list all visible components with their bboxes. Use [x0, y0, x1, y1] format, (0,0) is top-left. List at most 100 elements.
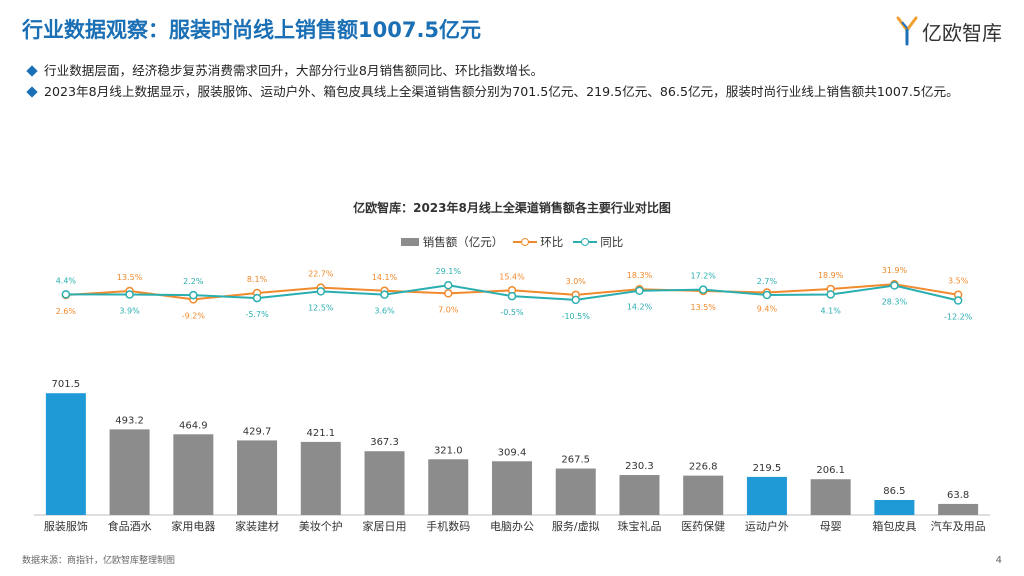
- mom-data-label: 13.5%: [117, 273, 143, 282]
- yoy-data-label: 14.2%: [627, 303, 653, 312]
- yoy-point: [380, 290, 389, 299]
- yoy-point: [507, 291, 517, 301]
- bar: [173, 434, 214, 515]
- bar: [45, 393, 86, 515]
- bar-value-label: 429.7: [243, 426, 272, 437]
- bar-value-label: 464.9: [179, 420, 208, 431]
- bar: [428, 459, 469, 515]
- mom-data-label: 31.9%: [882, 266, 908, 275]
- yoy-data-label: 3.9%: [119, 307, 140, 316]
- x-tick-label: 手机数码: [426, 519, 470, 533]
- mom-data-label: 18.9%: [818, 271, 844, 280]
- mom-data-label: 2.6%: [56, 307, 77, 316]
- bar: [555, 468, 596, 515]
- logo-icon: [896, 16, 918, 46]
- x-tick-label: 箱包皮具: [872, 519, 916, 533]
- page-number: 4: [995, 555, 1002, 566]
- x-tick-label: 家居日用: [363, 519, 407, 533]
- mom-data-label: 15.4%: [499, 272, 525, 281]
- yoy-data-label: -5.7%: [245, 310, 269, 319]
- x-tick-label: 汽车及用品: [931, 519, 986, 533]
- mom-data-label: 8.1%: [247, 275, 268, 284]
- mom-data-label: 7.0%: [438, 305, 459, 314]
- mom-data-label: -9.2%: [182, 311, 206, 320]
- yoy-point: [635, 286, 644, 295]
- bar: [938, 503, 979, 515]
- bar: [619, 475, 660, 515]
- bar: [746, 476, 787, 515]
- page-title: 行业数据观察：服装时尚线上销售额1007.5亿元: [22, 18, 482, 42]
- mom-data-label: 13.5%: [690, 303, 716, 312]
- x-tick-label: 家用电器: [171, 519, 215, 533]
- bar: [492, 461, 532, 515]
- yoy-point: [189, 290, 198, 300]
- x-tick-label: 医药保健: [681, 519, 725, 533]
- bar: [109, 429, 150, 515]
- legend-item-mom: 环比: [513, 234, 563, 250]
- bar-value-label: 421.1: [306, 428, 335, 439]
- bullet-list: 行业数据层面，经济稳步复苏消费需求回升，大部分行业8月销售额同比、环比指数增长。…: [26, 62, 1003, 104]
- bar: [364, 451, 405, 515]
- yoy-data-label: 12.5%: [308, 303, 334, 312]
- bar: [810, 479, 851, 515]
- x-tick-label: 家装建材: [235, 519, 279, 533]
- legend-label: 环比: [540, 235, 564, 249]
- bar-value-label: 493.2: [115, 415, 144, 426]
- yoy-data-label: 2.7%: [757, 277, 778, 286]
- x-tick-label: 服装服饰: [44, 519, 88, 533]
- bar-value-label: 267.5: [561, 455, 590, 466]
- bar-value-label: 226.8: [689, 462, 718, 473]
- mom-data-label: 22.7%: [308, 270, 334, 279]
- yoy-point: [762, 290, 772, 300]
- bar-value-label: 309.4: [498, 447, 527, 458]
- mom-data-label: 18.3%: [627, 271, 653, 280]
- x-tick-label: 母婴: [820, 520, 842, 533]
- logo: 亿欧智库: [896, 16, 1002, 46]
- yoy-point: [953, 296, 963, 305]
- x-tick-label: 电脑办公: [490, 520, 534, 533]
- yoy-data-label: -12.2%: [944, 313, 973, 322]
- yoy-data-label: 28.3%: [882, 298, 908, 307]
- x-tick-label: 食品酒水: [108, 519, 152, 533]
- yoy-data-label: 29.1%: [436, 267, 462, 276]
- mom-data-label: 3.5%: [948, 277, 969, 286]
- yoy-point: [125, 290, 134, 299]
- yoy-point: [444, 280, 453, 290]
- bullet-item: 2023年8月线上数据显示，服装服饰、运动户外、箱包皮具线上全渠道销售额分别为7…: [26, 83, 1003, 101]
- chart-legend: 销售额（亿元） 环比 同比: [0, 234, 1024, 250]
- bar-value-label: 230.3: [625, 461, 654, 472]
- bar-value-label: 321.0: [434, 445, 463, 456]
- yoy-point: [890, 281, 899, 290]
- yoy-point: [698, 285, 708, 294]
- yoy-data-label: 3.6%: [374, 307, 395, 316]
- data-source: 数据来源：商指针，亿欧智库整理制图: [22, 556, 176, 566]
- yoy-data-label: 17.2%: [690, 272, 716, 281]
- yoy-data-label: 4.4%: [56, 276, 77, 285]
- bar: [237, 440, 278, 515]
- legend-bar-swatch: [400, 238, 419, 246]
- legend-item-yoy: 同比: [573, 234, 623, 250]
- bar-value-label: 63.8: [947, 490, 969, 501]
- yoy-point: [571, 295, 580, 305]
- bar: [874, 499, 915, 515]
- yoy-data-label: 4.1%: [821, 306, 842, 315]
- mom-data-label: 14.1%: [372, 273, 398, 282]
- bar-value-label: 701.5: [52, 379, 81, 390]
- bar-value-label: 219.5: [753, 463, 782, 474]
- yoy-point: [316, 287, 326, 296]
- logo-text: 亿欧智库: [922, 20, 1002, 45]
- yoy-data-label: 2.2%: [183, 277, 204, 286]
- legend-label: 销售额（亿元）: [422, 235, 504, 249]
- yoy-point: [252, 293, 262, 303]
- mom-data-label: 9.4%: [757, 305, 778, 314]
- x-tick-label: 服务/虚拟: [552, 519, 600, 533]
- legend-label: 同比: [600, 235, 624, 249]
- legend-line-swatch: [573, 237, 598, 247]
- yoy-point: [61, 290, 71, 299]
- x-tick-label: 珠宝礼品: [617, 519, 661, 533]
- x-tick-label: 美妆个护: [299, 519, 343, 533]
- legend-line-swatch: [513, 237, 538, 247]
- legend-item-sales: 销售额（亿元）: [400, 234, 504, 250]
- bullet-item: 行业数据层面，经济稳步复苏消费需求回升，大部分行业8月销售额同比、环比指数增长。: [26, 62, 1003, 80]
